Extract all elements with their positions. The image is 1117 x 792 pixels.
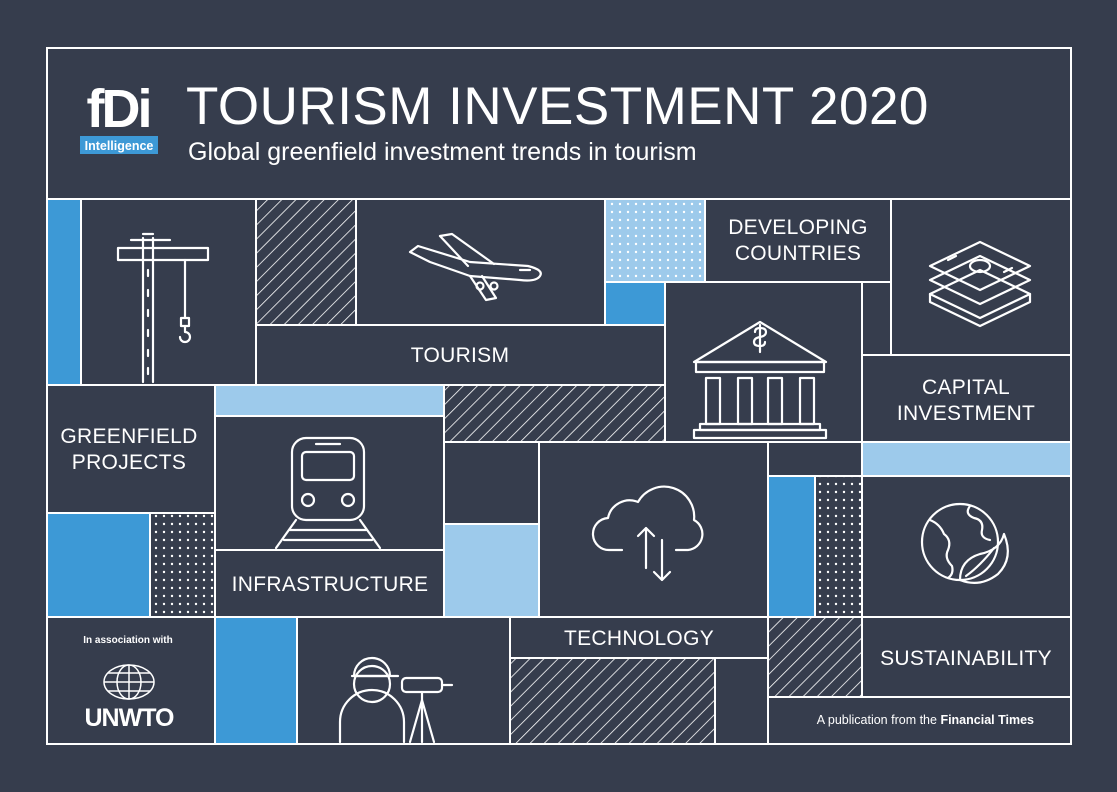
publication-name: Financial Times: [940, 713, 1034, 727]
train-icon: [274, 436, 382, 550]
grid-lines: [46, 47, 1072, 745]
globe-leaf-icon: [920, 502, 1009, 585]
page-subtitle: Global greenfield investment trends in t…: [188, 138, 697, 166]
infrastructure-label: INFRASTRUCTURE: [232, 573, 429, 596]
page-title: TOURISM INVESTMENT 2020: [186, 77, 929, 136]
capital-label-line2: INVESTMENT: [897, 402, 1035, 425]
fdi-logo: fDi Intelligence: [80, 79, 158, 154]
logo-sub: Intelligence: [85, 139, 154, 153]
unwto-logo: UNWTO: [85, 704, 175, 732]
capital-label-line1: CAPITAL: [922, 376, 1010, 399]
crane-icon: [116, 232, 210, 384]
cloud-transfer-icon: [591, 485, 704, 582]
logo-brand: fDi: [87, 79, 150, 139]
color-blocks: [47, 199, 1071, 744]
greenfield-label-line1: GREENFIELD: [60, 425, 197, 448]
tourism-label: TOURISM: [411, 344, 510, 367]
association-text: In association with: [83, 635, 172, 646]
un-globe-icon: [103, 664, 155, 700]
surveyor-icon: [338, 656, 454, 744]
developing-label-line2: COUNTRIES: [735, 242, 861, 265]
bank-icon: [692, 320, 828, 440]
publication-credit: A publication from the Financial Times: [817, 713, 1034, 727]
technology-label: TECHNOLOGY: [564, 627, 714, 650]
greenfield-label-line2: PROJECTS: [72, 451, 186, 474]
sustainability-label: SUSTAINABILITY: [880, 647, 1052, 670]
publication-prefix: A publication from the: [817, 713, 941, 727]
airplane-icon: [408, 232, 542, 302]
developing-label-line1: DEVELOPING: [728, 216, 868, 239]
stacked-money-icon: [928, 240, 1032, 328]
